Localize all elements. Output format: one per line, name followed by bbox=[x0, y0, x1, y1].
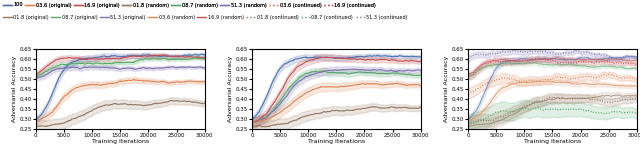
X-axis label: Training Iterations: Training Iterations bbox=[524, 139, 581, 144]
Y-axis label: Adversarial Accuracy: Adversarial Accuracy bbox=[228, 56, 233, 122]
Y-axis label: Adversarial Accuracy: Adversarial Accuracy bbox=[12, 56, 17, 122]
X-axis label: Training Iterations: Training Iterations bbox=[308, 139, 365, 144]
Legend: 100, 03.6 (original), 16.9 (original), 01.8 (random), 08.7 (random), 51.3 (rando: 100, 03.6 (original), 16.9 (original), 0… bbox=[3, 2, 376, 8]
Legend: 01.8 (original), 08.7 (original), 51.3 (original), 03.6 (random), 16.9 (random),: 01.8 (original), 08.7 (original), 51.3 (… bbox=[3, 15, 408, 20]
Y-axis label: Adversarial Accuracy: Adversarial Accuracy bbox=[444, 56, 449, 122]
X-axis label: Training Iterations: Training Iterations bbox=[92, 139, 149, 144]
